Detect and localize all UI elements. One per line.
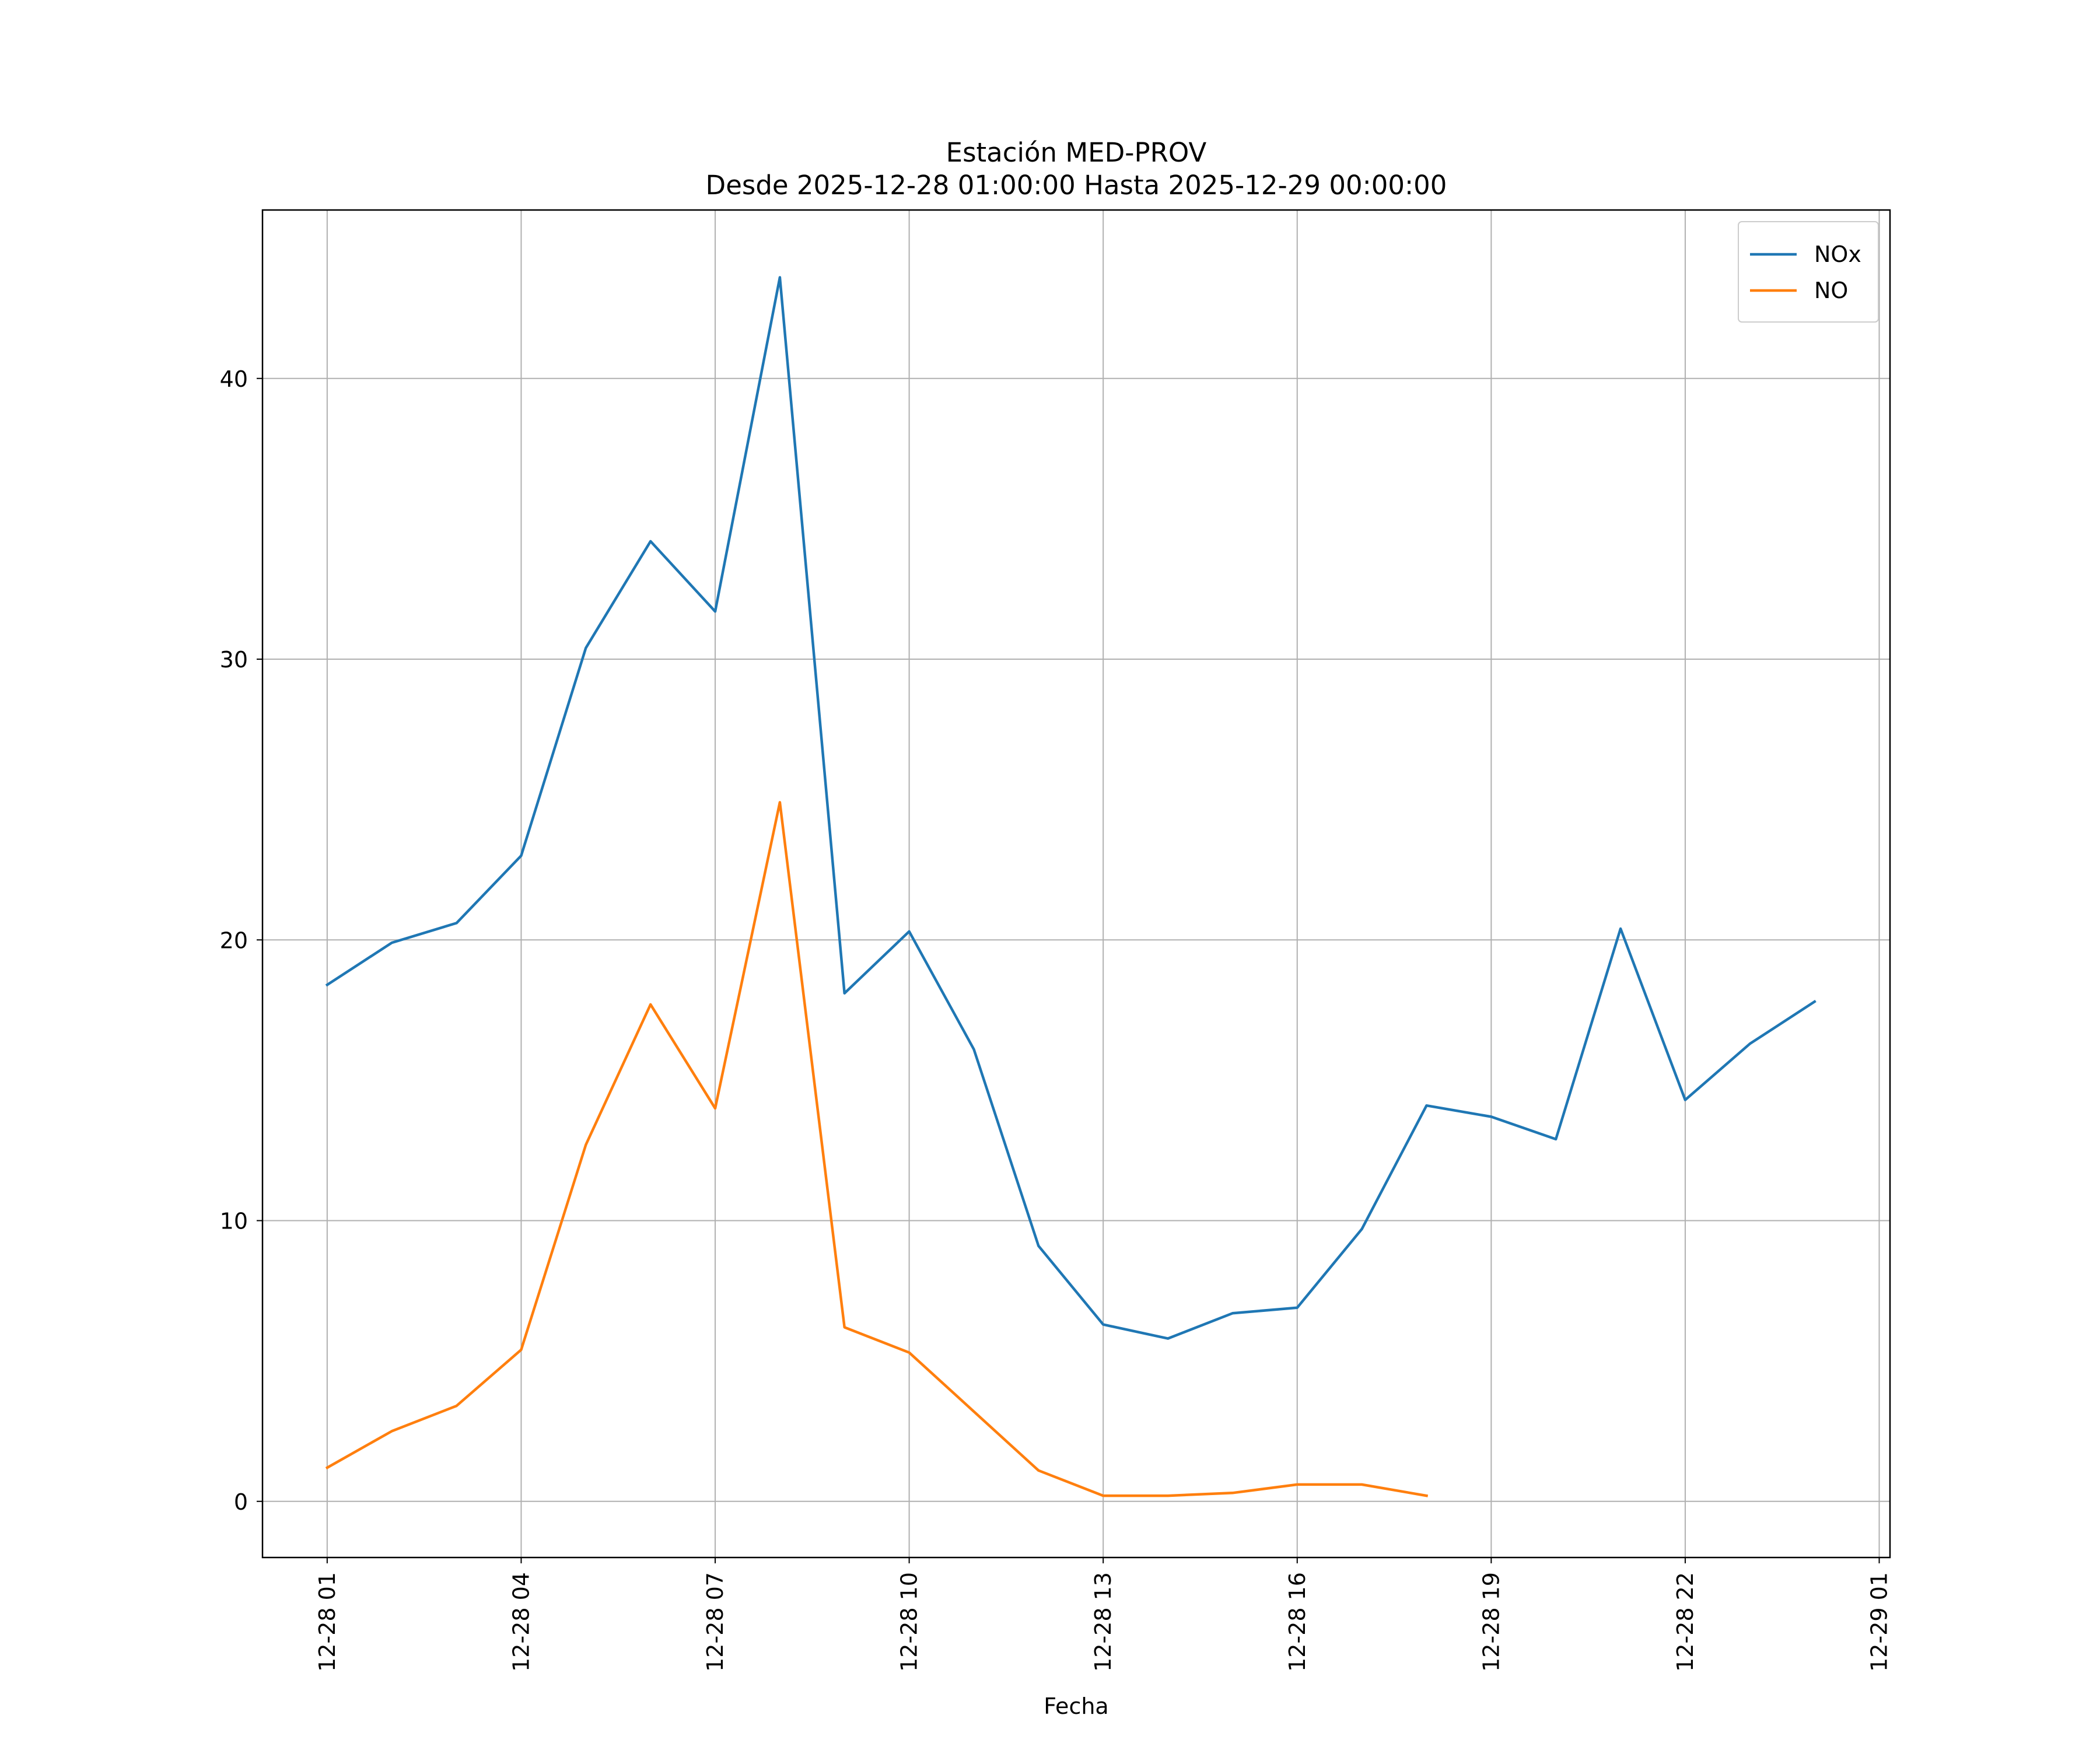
y-tick-label: 20 <box>220 928 248 953</box>
legend: NOx NO <box>1738 221 1879 323</box>
x-tick-label: 12-28 22 <box>1672 1572 1698 1672</box>
y-tick-label: 10 <box>220 1209 248 1234</box>
series-line-nox <box>325 276 1817 1340</box>
x-tick-label: 12-28 19 <box>1478 1572 1504 1672</box>
y-tick-label: 0 <box>234 1489 248 1515</box>
plot-frame <box>261 209 1891 1559</box>
x-tick-label: 12-28 13 <box>1090 1572 1116 1672</box>
x-axis-label: Fecha <box>1044 1693 1108 1719</box>
x-tick-label: 12-29 01 <box>1867 1572 1892 1672</box>
x-tick-label: 12-28 04 <box>508 1572 534 1672</box>
legend-label-nox: NOx <box>1814 242 1861 267</box>
x-tick-label: 12-28 07 <box>702 1572 728 1672</box>
grid <box>262 210 1890 1558</box>
y-tick-label: 30 <box>220 647 248 673</box>
x-tick-label: 12-28 16 <box>1284 1572 1310 1672</box>
chart-subtitle: Desde 2025-12-28 01:00:00 Hasta 2025-12-… <box>706 170 1447 201</box>
legend-label-no: NO <box>1814 278 1848 303</box>
plot-background <box>262 210 1890 1558</box>
chart-title: Estación MED-PROV <box>946 137 1207 168</box>
legend-box <box>1738 221 1879 323</box>
series-lines <box>325 276 1817 1497</box>
x-tick-label: 12-28 10 <box>897 1572 922 1672</box>
x-tick-label: 12-28 01 <box>314 1572 340 1672</box>
y-tick-label: 40 <box>220 366 248 392</box>
series-line-no <box>325 801 1429 1497</box>
axis-ticks: 0 10 20 30 40 12-28 01 12-28 04 12-28 07 12-28 1… <box>220 366 1892 1672</box>
